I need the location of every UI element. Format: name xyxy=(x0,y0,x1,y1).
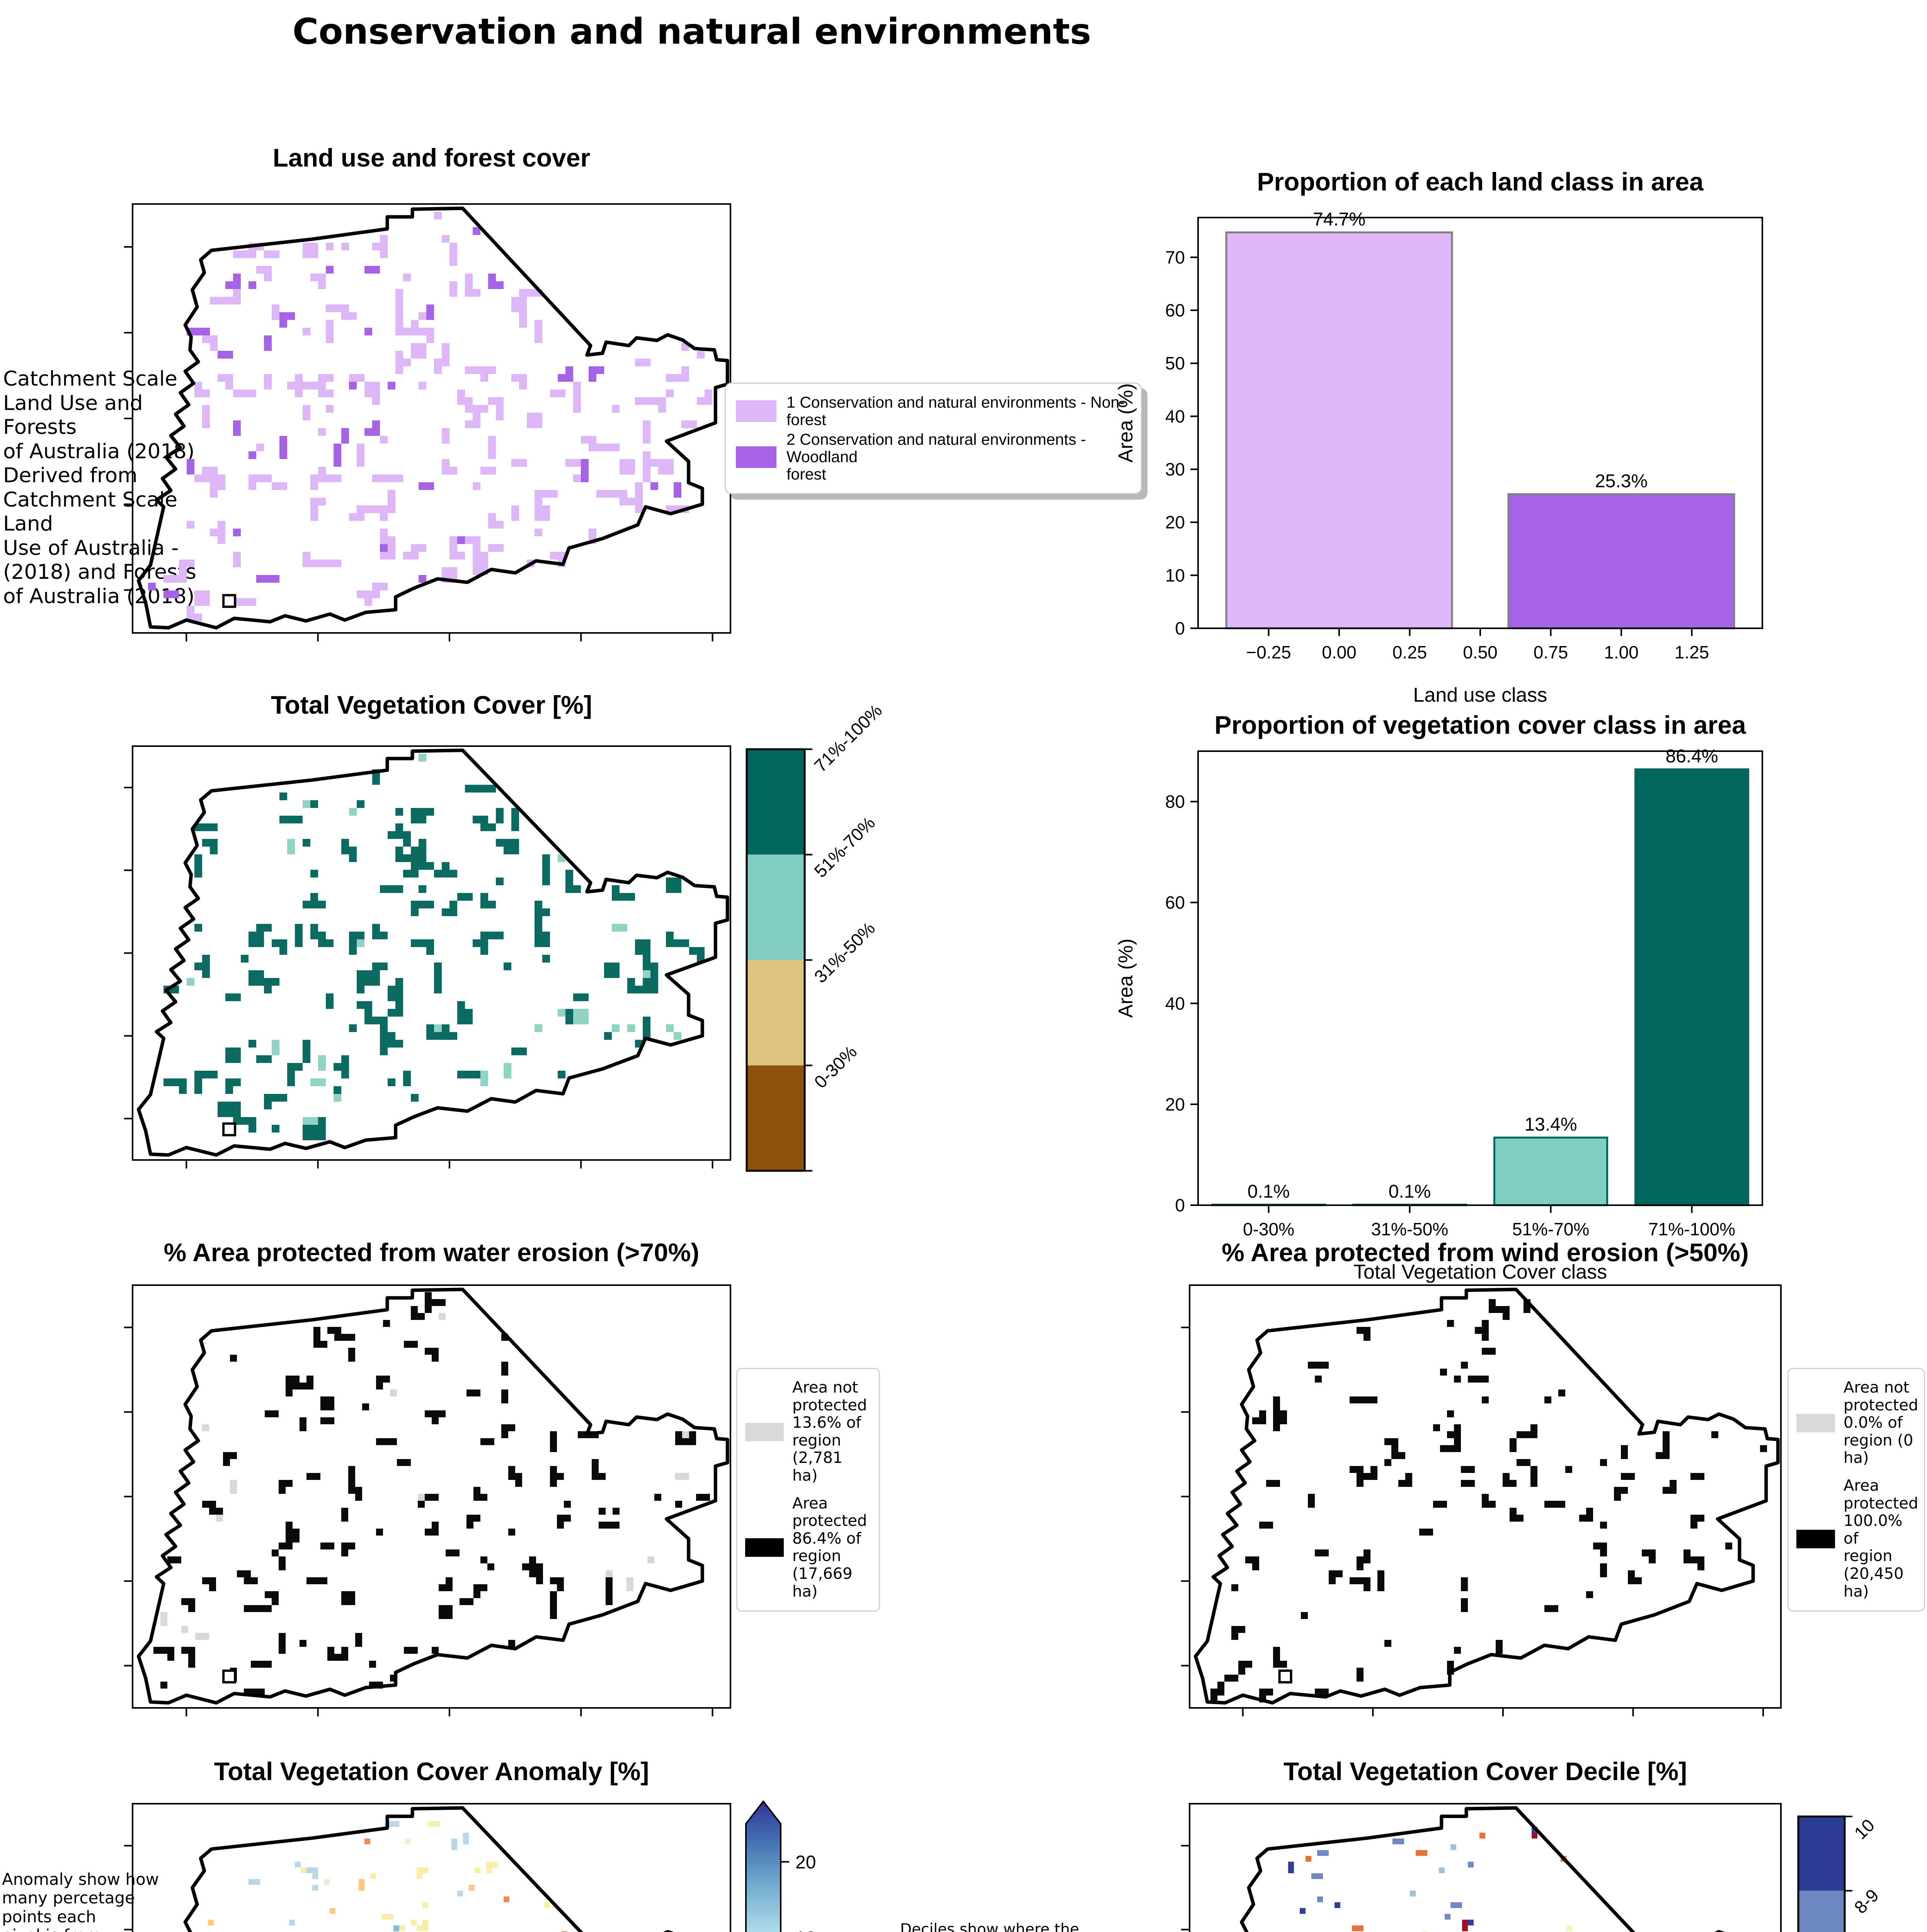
wind-erosion-title: % Area protected from wind erosion (>50%… xyxy=(1222,1238,1749,1267)
svg-text:0.75: 0.75 xyxy=(1534,642,1568,662)
svg-text:0.25: 0.25 xyxy=(1392,642,1427,662)
wind-erosion-map xyxy=(1181,1284,1782,1716)
svg-text:70: 70 xyxy=(1165,247,1185,267)
land-use-map xyxy=(124,203,731,641)
legend-swatch-protected xyxy=(1796,1529,1835,1548)
svg-text:0.1%: 0.1% xyxy=(1389,1182,1431,1202)
svg-text:−0.25: −0.25 xyxy=(1246,642,1291,662)
veg-class-chart-title: Proportion of vegetation cover class in … xyxy=(1214,711,1746,739)
legend-label: 1 Conservation and natural environments … xyxy=(786,393,1125,429)
legend-label: 2 Conservation and natural environments … xyxy=(786,430,1086,483)
legend-swatch-not-protected xyxy=(1796,1413,1835,1432)
legend-item: Area not protected 13.6% of region (2,78… xyxy=(745,1379,871,1485)
land-use-source-note: Catchment Scale Land Use and Forests of … xyxy=(3,367,196,608)
legend-swatch-protected xyxy=(745,1538,784,1557)
land-use-map-title: Land use and forest cover xyxy=(272,143,591,172)
svg-text:71%-100%: 71%-100% xyxy=(810,700,886,776)
svg-text:20: 20 xyxy=(795,1852,816,1872)
land-use-legend: 1 Conservation and natural environments … xyxy=(725,383,1142,495)
svg-text:51%-70%: 51%-70% xyxy=(1512,1219,1589,1239)
svg-text:31%-50%: 31%-50% xyxy=(1371,1219,1448,1239)
land-class-chart-title: Proportion of each land class in area xyxy=(1257,167,1704,196)
legend-swatch-nonforest xyxy=(736,400,776,422)
svg-text:0.00: 0.00 xyxy=(1322,642,1357,662)
anomaly-explainer-note: Anomaly show how many percetage points e… xyxy=(2,1870,159,1932)
legend-label: Area protected 86.4% of region (17,669 h… xyxy=(792,1494,867,1600)
decile-colorbar: 108-94-72-31 xyxy=(1797,1815,1883,1932)
decile-map-title: Total Vegetation Cover Decile [%] xyxy=(1283,1757,1687,1786)
water-erosion-title: % Area protected from water erosion (>70… xyxy=(163,1238,700,1267)
svg-text:0: 0 xyxy=(1175,1195,1185,1215)
veg-class-bar-chart: 0 20 40 60 80 0.1% 0.1% 13.4% 86.4% 0-30% 31%-50% 5… xyxy=(1115,746,1763,1283)
svg-text:40: 40 xyxy=(1165,993,1185,1014)
water-erosion-legend: Area not protected 13.6% of region (2,78… xyxy=(736,1368,880,1612)
legend-label: Area protected 100.0% of region (20,450 … xyxy=(1844,1476,1918,1600)
svg-text:80: 80 xyxy=(1165,792,1185,812)
svg-text:50: 50 xyxy=(1165,353,1185,373)
svg-text:10: 10 xyxy=(1850,1815,1878,1843)
svg-text:0-30%: 0-30% xyxy=(1243,1219,1294,1239)
legend-item: 2 Conservation and natural environments … xyxy=(736,431,1131,483)
legend-swatch-woodland xyxy=(736,446,776,468)
svg-text:Area (%): Area (%) xyxy=(1115,939,1137,1018)
legend-item: 1 Conservation and natural environments … xyxy=(736,393,1131,429)
legend-item: Area protected 86.4% of region (17,669 h… xyxy=(745,1495,871,1601)
svg-text:71%-100%: 71%-100% xyxy=(1648,1219,1735,1239)
page-title: Conservation and natural environments xyxy=(292,11,1091,52)
land-class-bar-chart: 0 10 20 30 40 50 60 70 74.7% 25.3% −0.25 0.00 0.25 0.… xyxy=(1115,209,1763,706)
legend-label: Area not protected 13.6% of region (2,78… xyxy=(792,1379,867,1485)
svg-text:10: 10 xyxy=(795,1928,816,1932)
svg-text:86.4%: 86.4% xyxy=(1665,746,1718,767)
svg-text:10: 10 xyxy=(1165,565,1185,585)
veg-cover-map-title: Total Vegetation Cover [%] xyxy=(271,690,592,719)
svg-text:Total Vegetation Cover class: Total Vegetation Cover class xyxy=(1353,1261,1607,1283)
svg-text:60: 60 xyxy=(1165,300,1185,320)
water-erosion-map xyxy=(124,1284,731,1716)
svg-text:51%-70%: 51%-70% xyxy=(810,813,879,881)
decile-explainer-note: Deciles show where the pixel value lies … xyxy=(900,1921,1079,1932)
svg-text:13.4%: 13.4% xyxy=(1524,1114,1577,1135)
svg-text:40: 40 xyxy=(1165,406,1185,426)
anomaly-map xyxy=(124,1803,731,1932)
legend-item: Area not protected 0.0% of region (0 ha) xyxy=(1796,1379,1918,1467)
svg-text:30: 30 xyxy=(1165,459,1185,480)
svg-text:0-30%: 0-30% xyxy=(810,1042,861,1092)
svg-text:20: 20 xyxy=(1165,1094,1185,1114)
svg-text:Land use class: Land use class xyxy=(1413,684,1547,706)
svg-text:0: 0 xyxy=(1175,618,1185,638)
svg-text:0.1%: 0.1% xyxy=(1248,1182,1290,1202)
wind-erosion-legend: Area not protected 0.0% of region (0 ha)… xyxy=(1787,1368,1925,1612)
legend-item: Area protected 100.0% of region (20,450 … xyxy=(1796,1476,1918,1600)
decile-map xyxy=(1181,1803,1782,1932)
anomaly-colorbar: 20100−10−20 xyxy=(745,1800,816,1932)
legend-swatch-not-protected xyxy=(745,1422,784,1441)
svg-text:74.7%: 74.7% xyxy=(1313,209,1365,230)
svg-text:31%-50%: 31%-50% xyxy=(810,918,879,987)
svg-text:20: 20 xyxy=(1165,512,1185,532)
legend-label: Area not protected 0.0% of region (0 ha) xyxy=(1844,1379,1918,1467)
svg-text:Area (%): Area (%) xyxy=(1115,383,1137,463)
svg-text:8-9: 8-9 xyxy=(1850,1885,1883,1918)
anomaly-map-title: Total Vegetation Cover Anomaly [%] xyxy=(214,1757,649,1786)
svg-text:25.3%: 25.3% xyxy=(1595,471,1648,492)
veg-cover-map xyxy=(124,745,731,1168)
svg-text:60: 60 xyxy=(1165,893,1185,913)
svg-text:0.50: 0.50 xyxy=(1463,642,1498,662)
veg-cover-colorbar: 71%-100% 51%-70% 31%-50% 0-30% xyxy=(746,700,886,1172)
svg-text:1.00: 1.00 xyxy=(1604,642,1639,662)
svg-text:1.25: 1.25 xyxy=(1675,642,1709,662)
